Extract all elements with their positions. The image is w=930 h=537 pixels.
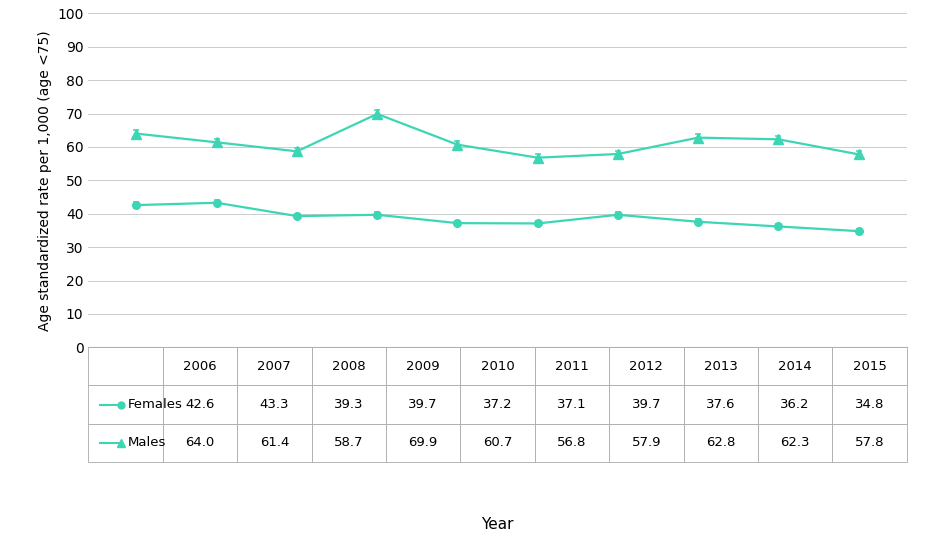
Y-axis label: Age standardized rate per 1,000 (age <75): Age standardized rate per 1,000 (age <75… xyxy=(37,30,51,331)
Text: Year: Year xyxy=(482,517,513,532)
Text: Females: Females xyxy=(127,398,182,411)
Text: Males: Males xyxy=(127,436,166,449)
